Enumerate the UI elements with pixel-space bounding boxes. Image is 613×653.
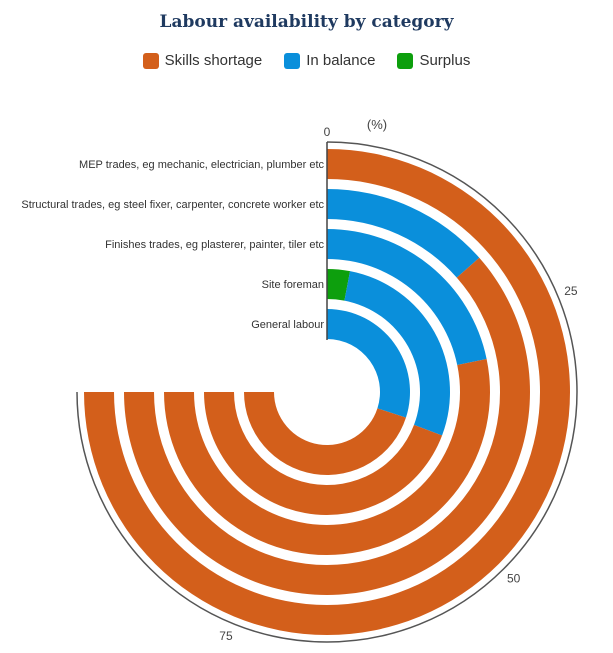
- category-label-1: MEP trades, eg mechanic, electrician, pl…: [79, 159, 324, 171]
- tick-label-0: 0: [324, 125, 331, 139]
- legend-item-skills-shortage[interactable]: Skills shortage: [142, 52, 263, 69]
- bar-skills-shortage-5[interactable]: [244, 392, 406, 475]
- category-label-4: Site foreman: [262, 279, 324, 291]
- bar-in-balance-4[interactable]: [344, 271, 450, 436]
- legend-swatch-surplus: [397, 52, 414, 69]
- bar-in-balance-5[interactable]: [327, 309, 411, 418]
- bar-surplus-4[interactable]: [327, 269, 351, 301]
- bar-skills-shortage-3[interactable]: [164, 358, 490, 556]
- chart-title: Labour availability by category: [159, 12, 454, 32]
- category-label-3: Finishes trades, eg plasterer, painter, …: [105, 239, 324, 251]
- unit-label: (%): [367, 117, 387, 132]
- legend: Skills shortage In balance Surplus: [0, 52, 613, 69]
- axis-line: [76, 141, 578, 643]
- bar-skills-shortage-2[interactable]: [124, 257, 530, 595]
- tick-label-75: 75: [219, 629, 233, 643]
- tick-label-25: 25: [564, 284, 578, 298]
- bar-in-balance-2[interactable]: [327, 189, 480, 278]
- legend-swatch-skills-shortage: [142, 52, 159, 69]
- bar-arcs: [84, 149, 570, 635]
- tick-label-50: 50: [507, 572, 521, 586]
- legend-label-skills-shortage: Skills shortage: [164, 52, 263, 69]
- legend-swatch-in-balance: [284, 52, 301, 69]
- legend-label-in-balance: In balance: [306, 52, 376, 69]
- category-labels: MEP trades, eg mechanic, electrician, pl…: [21, 159, 324, 331]
- radial-axis: 0 25 50 75 (%): [76, 117, 578, 643]
- legend-label-surplus: Surplus: [419, 52, 471, 69]
- bar-in-balance-3[interactable]: [327, 229, 487, 366]
- category-label-5: General labour: [251, 319, 324, 331]
- legend-item-surplus[interactable]: Surplus: [397, 52, 470, 69]
- category-label-2: Structural trades, eg steel fixer, carpe…: [21, 199, 324, 211]
- legend-item-in-balance[interactable]: In balance: [284, 52, 375, 69]
- bar-skills-shortage-4[interactable]: [204, 392, 443, 515]
